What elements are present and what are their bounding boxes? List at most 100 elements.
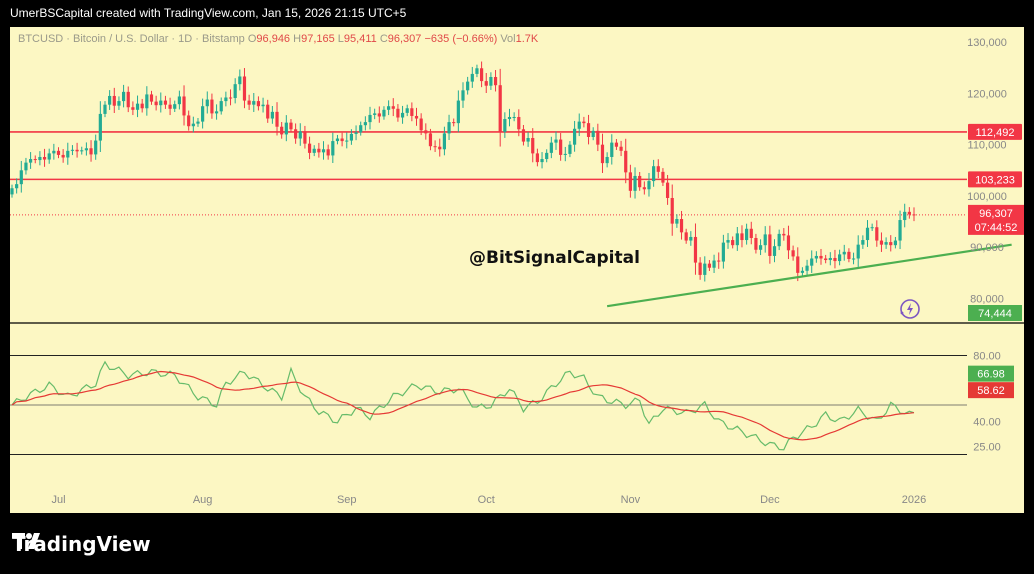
- candle-down: [638, 175, 642, 188]
- high-value: 97,165: [301, 33, 335, 45]
- candle-up: [224, 97, 228, 102]
- candle-down: [493, 76, 498, 86]
- price-tick-label: 100,000: [967, 191, 1007, 203]
- candle-up: [345, 140, 349, 142]
- candle-up: [652, 166, 656, 182]
- candle-up: [233, 84, 237, 99]
- flash-icon[interactable]: [900, 299, 920, 319]
- candle-down: [438, 146, 442, 150]
- trendline-group: 74,444: [606, 243, 1022, 321]
- candle-up: [772, 246, 777, 256]
- candle-up: [512, 116, 516, 118]
- candle-up: [219, 101, 223, 112]
- candle-down: [559, 139, 563, 155]
- footer-brand[interactable]: TradingView: [12, 532, 151, 556]
- time-tick-label: 2026: [902, 494, 926, 506]
- candle-down: [89, 148, 93, 155]
- candle-up: [563, 153, 567, 155]
- trendline-tag-label: 74,444: [978, 308, 1012, 320]
- candle-up: [466, 81, 470, 91]
- candle-up: [568, 144, 572, 154]
- candle-up: [284, 122, 288, 135]
- candle-down: [586, 123, 591, 137]
- candle-down: [126, 91, 130, 108]
- candle-down: [256, 101, 261, 107]
- candle-down: [531, 138, 535, 154]
- symbol-legend: BTCUSD · Bitcoin / U.S. Dollar · 1D · Bi…: [18, 33, 538, 45]
- candle-down: [693, 236, 698, 263]
- time-tick-label: Sep: [337, 494, 357, 506]
- candle-up: [354, 132, 358, 134]
- candle-up: [503, 119, 507, 132]
- candle-up: [893, 240, 898, 246]
- candle-up: [10, 188, 14, 195]
- symbol-info[interactable]: BTCUSD · Bitcoin / U.S. Dollar · 1D · Bi…: [18, 33, 245, 45]
- candle-up: [800, 270, 805, 273]
- candle-down: [479, 68, 484, 82]
- candle-up: [19, 170, 23, 185]
- candle-up: [108, 95, 112, 105]
- candle-down: [452, 122, 456, 124]
- time-axis: Jul Aug Sep Oct Nov Dec 2026: [51, 494, 926, 506]
- candle-down: [791, 250, 795, 257]
- chart-svg[interactable]: 112,492 103,233 96,307 07:44:52 74,444 80.0…: [10, 27, 1024, 513]
- candle-up: [633, 175, 637, 191]
- candle-up: [828, 257, 832, 261]
- price-tick-label: 130,000: [967, 37, 1007, 49]
- candle-up: [745, 228, 749, 241]
- candle-up: [214, 111, 219, 114]
- candle-up: [903, 211, 907, 221]
- candle-up: [117, 101, 121, 106]
- candle-down: [419, 118, 423, 131]
- candle-down: [326, 149, 330, 156]
- candle-down: [754, 237, 758, 250]
- candle-up: [456, 100, 460, 124]
- candle-up: [572, 128, 577, 145]
- candle-up: [554, 139, 558, 143]
- candle-up: [851, 258, 856, 260]
- candle-up: [121, 91, 126, 102]
- candle-up: [103, 104, 107, 114]
- candle-up: [201, 106, 205, 122]
- candle-up: [814, 255, 818, 259]
- candle-up: [349, 133, 354, 141]
- candle-up: [298, 131, 302, 139]
- countdown-label: 07:44:52: [975, 222, 1018, 234]
- candle-down: [266, 104, 270, 119]
- chart-frame[interactable]: 112,492 103,233 96,307 07:44:52 74,444 80.0…: [10, 27, 1024, 513]
- candle-up: [66, 150, 70, 158]
- candle-up: [382, 109, 386, 117]
- candle-down: [521, 129, 526, 142]
- high-label: H: [293, 33, 302, 45]
- candle-up: [177, 96, 181, 105]
- candle-down: [907, 211, 911, 215]
- time-tick-label: Jul: [51, 494, 65, 506]
- candle-up: [605, 156, 609, 164]
- candle-up: [335, 138, 340, 142]
- candle-up: [135, 103, 140, 110]
- price-tick-label: 120,000: [967, 88, 1007, 100]
- candle-down: [698, 262, 702, 275]
- candle-down: [614, 142, 619, 147]
- candle-down: [33, 159, 37, 161]
- level-tag-bg: [968, 123, 1022, 140]
- candle-down: [228, 97, 233, 99]
- candle-down: [410, 108, 414, 116]
- candle-up: [777, 233, 781, 247]
- trendline-tag-bg: [968, 305, 1022, 321]
- candle-down: [889, 242, 893, 246]
- chart-header: UmerBSCapital created with TradingView.c…: [10, 6, 407, 20]
- candle-down: [391, 106, 395, 109]
- price-axis: 130,000 120,000 110,000 100,000 90,000 80,000: [967, 37, 1007, 305]
- candle-up: [549, 142, 553, 153]
- candle-up: [52, 150, 56, 154]
- candle-up: [689, 236, 693, 241]
- close-label: C: [379, 33, 388, 45]
- candle-down: [242, 76, 247, 101]
- candle-down: [847, 251, 851, 260]
- candle-down: [307, 143, 312, 153]
- candle-down: [517, 116, 521, 130]
- candle-up: [545, 152, 549, 160]
- candle-down: [879, 240, 884, 245]
- candle-up: [387, 106, 391, 110]
